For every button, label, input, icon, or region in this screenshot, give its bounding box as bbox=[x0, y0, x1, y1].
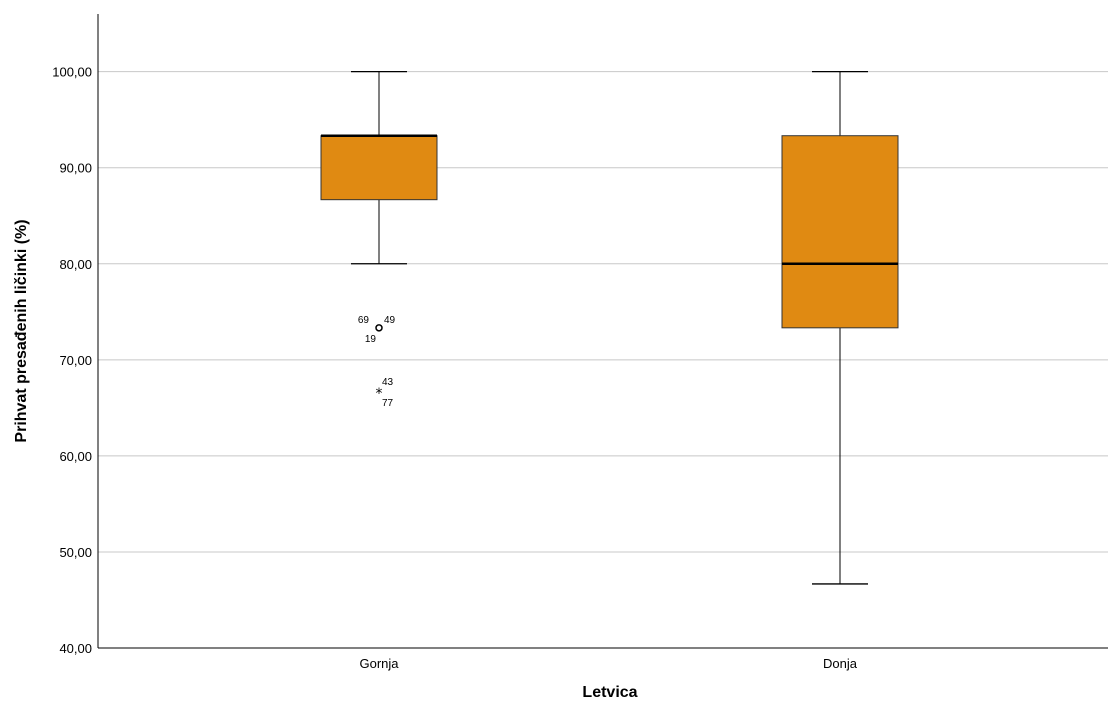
x-tick-label: Donja bbox=[823, 656, 858, 671]
x-axis-title: Letvica bbox=[582, 684, 637, 701]
outlier-circle bbox=[375, 324, 383, 332]
outlier-label: 49 bbox=[384, 315, 396, 326]
x-tick-label: Gornja bbox=[359, 656, 399, 671]
box-series: 69 49 19 *43 77 bbox=[320, 70, 899, 585]
outlier-label: 19 bbox=[365, 334, 377, 345]
y-tick-label: 100,00 bbox=[52, 65, 92, 80]
y-tick-label: 60,00 bbox=[59, 449, 92, 464]
outlier-label: 77 bbox=[382, 398, 394, 409]
y-tick-label: 50,00 bbox=[59, 545, 92, 560]
axes bbox=[97, 14, 1108, 649]
y-tick-labels: 40,00 50,00 60,00 70,00 80,00 90,00 100,00 bbox=[52, 65, 92, 656]
gridlines bbox=[98, 71, 1108, 553]
outlier-star: * bbox=[376, 386, 383, 402]
box-gornja: 69 49 19 *43 77 bbox=[320, 70, 438, 409]
y-tick-label: 40,00 bbox=[59, 641, 92, 656]
y-tick-label: 70,00 bbox=[59, 353, 92, 368]
y-tick-label: 80,00 bbox=[59, 257, 92, 272]
box-iqr bbox=[781, 135, 899, 329]
box-iqr bbox=[320, 135, 438, 201]
outlier-label: 69 bbox=[358, 315, 370, 326]
box-donja bbox=[781, 70, 899, 585]
x-tick-labels: Gornja Donja bbox=[359, 656, 857, 671]
y-axis-title: Prihvat presađenih ličinki (%) bbox=[13, 219, 30, 442]
outlier-label: 43 bbox=[382, 377, 394, 388]
y-tick-label: 90,00 bbox=[59, 161, 92, 176]
